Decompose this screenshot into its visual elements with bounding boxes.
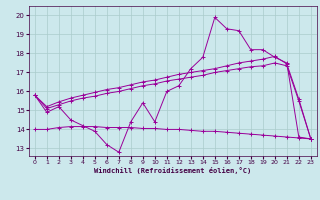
X-axis label: Windchill (Refroidissement éolien,°C): Windchill (Refroidissement éolien,°C) (94, 167, 252, 174)
